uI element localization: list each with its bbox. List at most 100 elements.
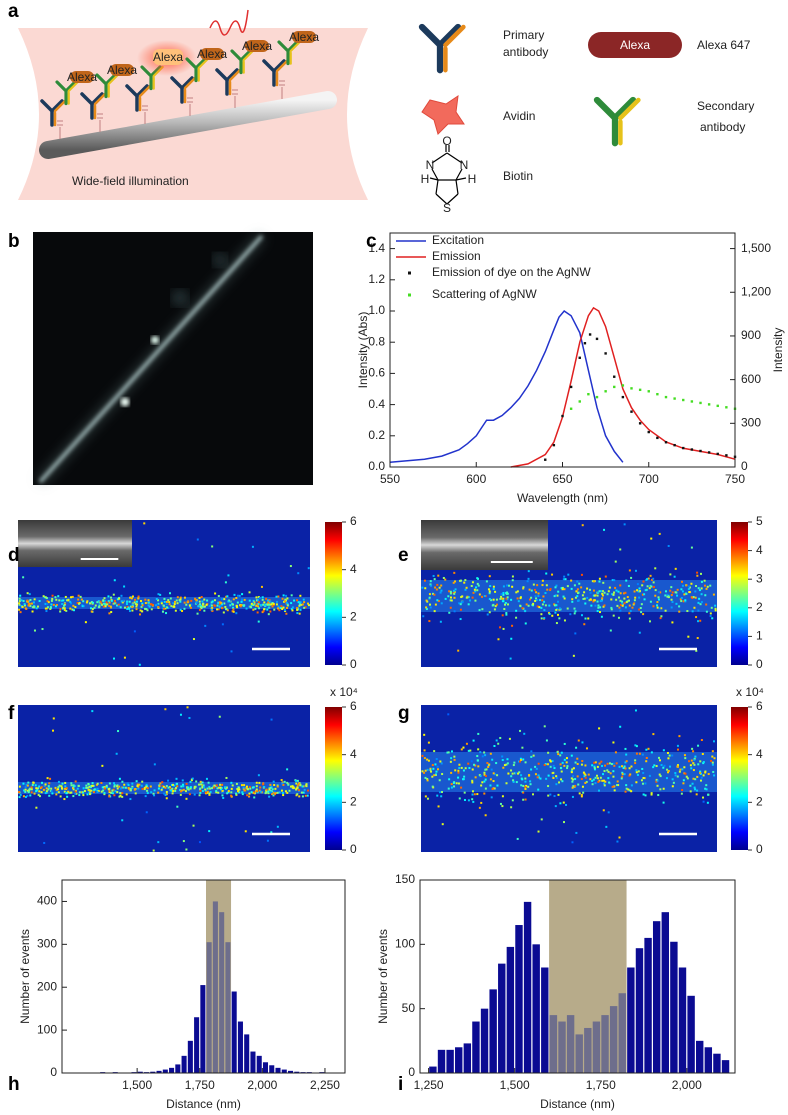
speckle: [458, 797, 461, 800]
speckle: [258, 607, 261, 610]
speckle: [77, 784, 80, 787]
speckle: [588, 599, 591, 602]
speckle: [529, 780, 532, 783]
speckle: [165, 797, 168, 800]
speckle: [78, 794, 81, 797]
speckle: [289, 565, 292, 568]
speckle: [176, 596, 179, 599]
speckle: [111, 792, 114, 795]
speckle: [29, 794, 32, 797]
speckle: [448, 590, 451, 593]
speckle: [274, 791, 277, 794]
speckle: [426, 758, 429, 761]
speckle: [231, 784, 234, 787]
speckle: [684, 757, 687, 760]
histogram-bar: [200, 985, 206, 1073]
speckle: [146, 609, 149, 612]
speckle: [597, 606, 600, 609]
speckle: [116, 604, 119, 607]
speckle: [669, 573, 672, 576]
speckle: [672, 781, 675, 784]
speckle: [101, 603, 104, 606]
speckle: [658, 607, 661, 610]
speckle: [266, 839, 269, 842]
data-point: [664, 395, 668, 399]
speckle: [24, 788, 27, 791]
speckle: [484, 778, 487, 781]
speckle: [160, 600, 163, 603]
speckle: [624, 606, 627, 609]
speckle: [112, 593, 115, 596]
speckle: [176, 782, 179, 785]
speckle: [44, 792, 47, 795]
speckle: [610, 593, 613, 596]
speckle: [692, 596, 695, 599]
speckle: [536, 584, 539, 587]
speckle: [439, 760, 442, 763]
speckle: [557, 793, 560, 796]
speckle: [483, 773, 486, 776]
y2-tick-label: 600: [741, 372, 761, 386]
speckle: [670, 593, 673, 596]
speckle: [695, 649, 698, 652]
data-point: [707, 451, 711, 454]
speckle: [230, 781, 233, 784]
speckle: [489, 752, 492, 755]
speckle: [427, 759, 430, 762]
alexa-icon-text: Alexa: [620, 38, 650, 52]
histogram-bar: [687, 995, 695, 1073]
speckle: [119, 787, 122, 790]
speckle: [267, 613, 270, 616]
speckle: [296, 779, 299, 782]
speckle: [269, 791, 272, 794]
speckle: [187, 786, 190, 789]
legend-text: Avidin: [503, 109, 535, 123]
antibody: [55, 80, 79, 106]
speckle: [49, 777, 52, 780]
speckle: [515, 609, 518, 612]
speckle: [201, 790, 204, 793]
speckle: [634, 744, 637, 747]
speckle: [201, 605, 204, 608]
speckle: [268, 788, 271, 791]
speckle: [163, 792, 166, 795]
speckle: [45, 603, 48, 606]
speckle: [572, 785, 575, 788]
speckle: [644, 794, 647, 797]
speckle: [128, 600, 131, 603]
speckle: [477, 732, 480, 735]
speckle: [598, 779, 601, 782]
speckle: [231, 610, 234, 613]
speckle: [513, 761, 516, 764]
speckle: [157, 791, 160, 794]
speckle: [147, 599, 150, 602]
data-point: [725, 406, 728, 409]
speckle: [19, 793, 22, 796]
speckle: [290, 608, 293, 611]
speckle: [448, 778, 451, 781]
plot-frame: [61, 879, 346, 1074]
speckle: [691, 782, 694, 785]
y2-tick-label: 0: [741, 459, 748, 473]
speckle: [64, 595, 67, 598]
speckle: [714, 609, 717, 612]
speckle: [561, 761, 564, 764]
speckle: [38, 790, 41, 793]
antibody: [80, 92, 107, 120]
speckle: [545, 777, 548, 780]
speckle: [635, 769, 638, 772]
speckle: [217, 791, 220, 794]
speckle: [440, 762, 443, 765]
speckle: [532, 754, 535, 757]
speckle: [218, 601, 221, 604]
speckle: [646, 578, 649, 581]
speckle: [614, 751, 617, 754]
speckle: [502, 593, 505, 596]
speckle: [535, 597, 538, 600]
antibody-arm: [93, 92, 107, 120]
speckle: [429, 767, 432, 770]
speckle: [567, 573, 570, 576]
speckle: [685, 775, 688, 778]
speckle: [80, 598, 83, 601]
speckle: [235, 604, 238, 607]
